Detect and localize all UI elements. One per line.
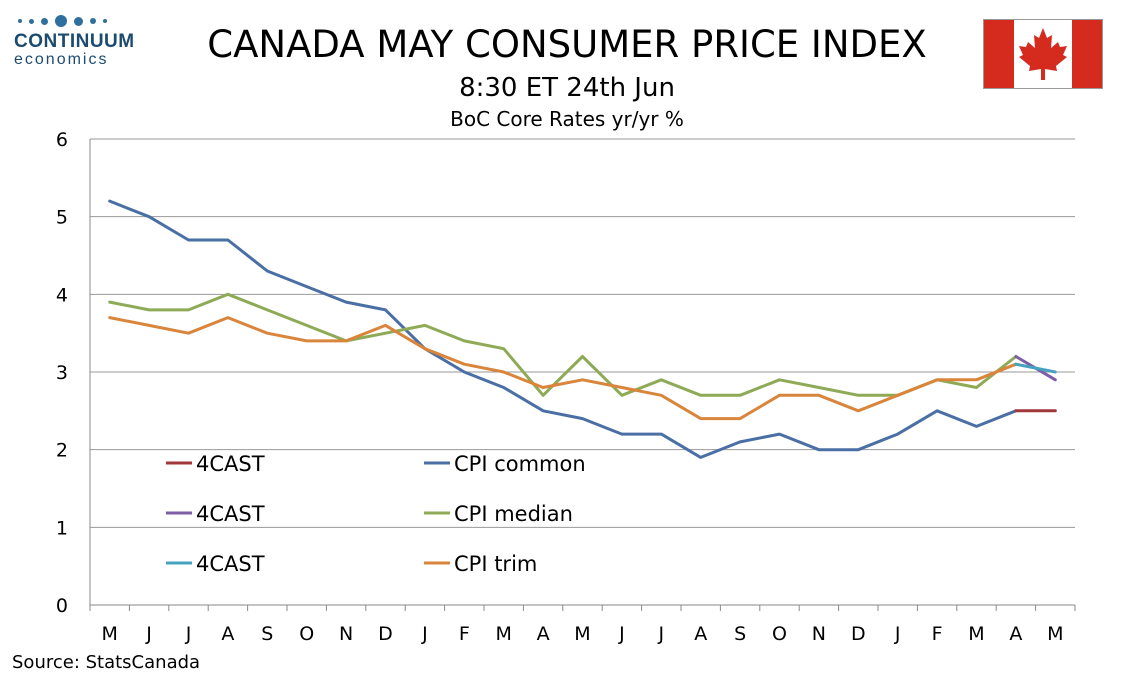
maple-leaf-icon xyxy=(1019,28,1067,80)
y-tick-label: 0 xyxy=(56,595,68,617)
legend-label: 4CAST xyxy=(196,502,265,526)
x-tick-label: O xyxy=(299,623,314,645)
x-tick-label: J xyxy=(894,623,901,645)
y-tick-label: 1 xyxy=(56,517,68,539)
x-tick-label: J xyxy=(185,623,192,645)
y-tick-label: 6 xyxy=(56,129,68,151)
y-tick-label: 5 xyxy=(56,207,68,229)
chart-title: CANADA MAY CONSUMER PRICE INDEX xyxy=(207,23,927,66)
x-tick-label: F xyxy=(459,623,470,645)
chart-subtitle-secondary: BoC Core Rates yr/yr % xyxy=(450,107,684,131)
continuum-logo: CONTINUUM economics xyxy=(14,14,134,68)
x-tick-label: A xyxy=(537,623,550,645)
x-tick-label: O xyxy=(772,623,787,645)
x-tick-label: S xyxy=(261,623,273,645)
x-tick-label: F xyxy=(932,623,943,645)
source-note: Source: StatsCanada xyxy=(12,652,201,673)
x-tick-label: M xyxy=(101,623,117,645)
logo-sub: economics xyxy=(14,51,109,68)
legend-label: CPI trim xyxy=(454,552,537,576)
y-tick-label: 2 xyxy=(56,440,68,462)
legend-label: CPI common xyxy=(454,452,586,476)
x-tick-label: A xyxy=(694,623,707,645)
x-tick-label: D xyxy=(851,623,866,645)
x-tick-label: M xyxy=(968,623,984,645)
legend-label: 4CAST xyxy=(196,452,265,476)
legend-label: CPI median xyxy=(454,502,573,526)
series-line-cpi-median-3 xyxy=(108,292,1018,397)
canada-flag xyxy=(983,19,1103,89)
chart-subtitle: 8:30 ET 24th Jun xyxy=(459,73,675,103)
x-tick-label: J xyxy=(657,623,664,645)
series-line-4cast-4 xyxy=(1014,362,1057,374)
x-tick-label: J xyxy=(421,623,428,645)
x-tick-label: M xyxy=(1047,623,1063,645)
legend-label: 4CAST xyxy=(196,552,265,576)
x-tick-label: M xyxy=(574,623,590,645)
x-tick-label: D xyxy=(378,623,393,645)
series-line-cpi-common-1 xyxy=(108,199,1018,459)
x-tick-label: J xyxy=(145,623,152,645)
logo-name: CONTINUUM xyxy=(14,31,135,52)
y-tick-label: 4 xyxy=(56,284,68,306)
x-tick-label: N xyxy=(812,623,826,645)
x-tick-label: A xyxy=(221,623,234,645)
series-line-cpi-trim-5 xyxy=(108,316,1018,421)
x-tick-label: N xyxy=(339,623,353,645)
x-tick-label: A xyxy=(1009,623,1022,645)
y-tick-label: 3 xyxy=(56,362,68,384)
x-tick-label: S xyxy=(734,623,746,645)
x-tick-label: J xyxy=(618,623,625,645)
x-tick-label: M xyxy=(495,623,511,645)
logo-dots xyxy=(18,14,134,28)
